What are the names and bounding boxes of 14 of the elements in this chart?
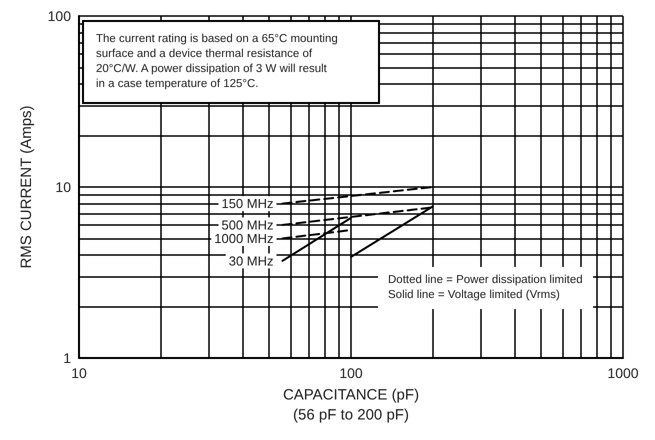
series-label: 500 MHz <box>221 217 274 232</box>
series-label: 150 MHz <box>221 196 274 212</box>
y-tick-label: 10 <box>55 179 72 195</box>
note-box: Dotted line = Power dissipation limited Solid line = Voltage limited (Vrms) <box>378 267 593 309</box>
y-axis-title: RMS CURRENT (Amps) <box>18 105 36 269</box>
series-label: 1000 MHz <box>214 230 274 246</box>
x-tick-label: 10 <box>71 365 87 381</box>
series-label: 30 MHz <box>228 253 274 268</box>
x-tick-label: 1000 <box>607 365 639 381</box>
note-box: The current rating is based on a 65°C mounting surface and a device thermal resistance of 20°C/W. A power dissipation of 3 W will result in a case temperature of 125°C. <box>82 20 380 104</box>
y-tick-label: 1 <box>63 350 72 366</box>
x-tick-label: 100 <box>339 365 363 381</box>
x-axis-title: CAPACITANCE (pF) (56 pF to 200 pF) <box>282 386 420 424</box>
y-tick-label: 100 <box>48 8 72 24</box>
